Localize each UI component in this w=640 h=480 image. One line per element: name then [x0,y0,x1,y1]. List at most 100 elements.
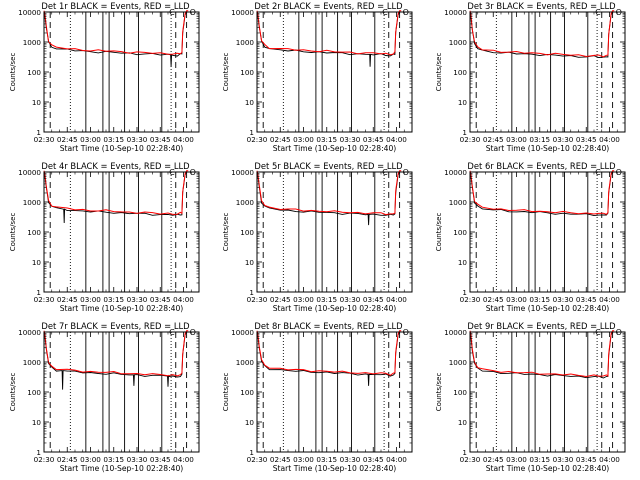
x-tick-label: 03:30 [553,295,574,304]
x-tick-label: 03:15 [529,295,550,304]
x-tick-label: 04:00 [599,295,620,304]
x-tick-label: 03:45 [150,455,171,464]
panel-det-2r: Det 2r BLACK = Events, RED = LLD C O 1 10 100… [213,0,426,160]
x-axis-label: Start Time (10-Sep-10 02:28:40) [60,144,184,153]
y-axis-label: Counts/sec [222,373,230,412]
x-axis-label: Start Time (10-Sep-10 02:28:40) [60,464,184,473]
x-tick-label: 03:00 [293,135,314,144]
y-tick-label: 10000 [231,328,254,337]
panel-det-4r: Det 4r BLACK = Events, RED = LLD C O 1 10 100… [0,160,213,320]
y-tick-label: 100 [27,228,41,237]
panel-title: Det 7r BLACK = Events, RED = LLD [41,321,189,331]
events-series-line [43,171,189,224]
y-tick-label: 1000 [236,358,255,367]
x-tick-label: 03:15 [529,455,550,464]
x-tick-label: 03:45 [363,135,384,144]
panel-det-8r: Det 8r BLACK = Events, RED = LLD C O 1 10 100… [213,320,426,480]
lld-series-line [256,330,402,376]
x-tick-label: 03:00 [506,455,527,464]
x-tick-label: 03:00 [293,455,314,464]
events-series-line [469,331,615,379]
y-tick-label: 10 [458,98,468,107]
lld-series-line [43,170,189,215]
x-tick-label: 03:30 [553,135,574,144]
x-tick-label: 02:45 [57,135,78,144]
x-tick-label: 04:00 [173,295,194,304]
x-tick-label: 03:45 [576,455,597,464]
y-tick-label: 10 [32,418,42,427]
panel-title: Det 5r BLACK = Events, RED = LLD [254,161,402,171]
y-tick-label: 10 [245,98,255,107]
y-tick-label: 10 [245,258,255,267]
y-tick-label: 10000 [231,8,254,17]
x-tick-label: 04:00 [386,295,407,304]
y-tick-label: 1000 [449,198,468,207]
y-tick-label: 10 [245,418,255,427]
y-tick-label: 1000 [23,358,42,367]
y-tick-label: 10000 [18,168,41,177]
x-tick-label: 03:15 [103,295,124,304]
x-tick-label: 02:45 [270,455,291,464]
x-axis-label: Start Time (10-Sep-10 02:28:40) [273,304,397,313]
x-tick-label: 02:30 [460,455,481,464]
y-tick-label: 1 [36,448,41,457]
y-tick-label: 100 [27,68,41,77]
y-tick-label: 100 [240,388,254,397]
x-tick-label: 03:30 [340,295,361,304]
y-axis-label: Counts/sec [222,53,230,92]
y-tick-label: 1000 [236,38,255,47]
x-tick-label: 03:30 [553,455,574,464]
x-tick-label: 02:30 [34,455,55,464]
lld-series-line [256,170,402,216]
y-tick-label: 1 [36,288,41,297]
y-axis-label: Counts/sec [435,213,443,252]
y-axis-label: Counts/sec [435,373,443,412]
y-tick-label: 10000 [18,8,41,17]
y-tick-label: 10000 [18,328,41,337]
y-tick-label: 1000 [23,198,42,207]
x-tick-label: 04:00 [173,455,194,464]
x-tick-label: 03:30 [340,135,361,144]
x-tick-label: 03:30 [127,135,148,144]
y-tick-label: 10000 [444,328,467,337]
panel-title: Det 4r BLACK = Events, RED = LLD [41,161,189,171]
events-series-line [256,331,402,386]
y-tick-label: 1 [36,128,41,137]
x-tick-label: 03:45 [363,455,384,464]
x-tick-label: 03:00 [506,295,527,304]
y-tick-label: 10000 [444,168,467,177]
y-tick-label: 100 [453,388,467,397]
x-tick-label: 02:30 [460,135,481,144]
x-tick-label: 02:45 [57,295,78,304]
events-series-line [256,171,402,226]
y-tick-label: 1000 [449,358,468,367]
y-tick-label: 1 [249,288,254,297]
y-tick-label: 1 [462,448,467,457]
y-tick-label: 1 [462,128,467,137]
y-tick-label: 1000 [23,38,42,47]
y-tick-label: 100 [453,228,467,237]
x-tick-label: 03:30 [127,295,148,304]
x-tick-label: 02:45 [270,135,291,144]
x-tick-label: 03:15 [316,455,337,464]
panel-det-3r: Det 3r BLACK = Events, RED = LLD C O 1 10 100… [426,0,639,160]
x-tick-label: 03:00 [80,295,101,304]
x-tick-label: 02:45 [483,135,504,144]
panel-title: Det 3r BLACK = Events, RED = LLD [467,1,615,11]
y-tick-label: 1 [462,288,467,297]
y-axis-label: Counts/sec [9,373,17,412]
x-tick-label: 03:45 [150,295,171,304]
x-tick-label: 03:15 [316,295,337,304]
x-tick-label: 03:45 [576,135,597,144]
x-tick-label: 03:15 [529,135,550,144]
x-tick-label: 03:00 [80,135,101,144]
events-series-line [43,11,189,67]
x-tick-label: 04:00 [173,135,194,144]
panel-det-9r: Det 9r BLACK = Events, RED = LLD C O 1 10 100… [426,320,639,480]
x-tick-label: 03:00 [80,455,101,464]
